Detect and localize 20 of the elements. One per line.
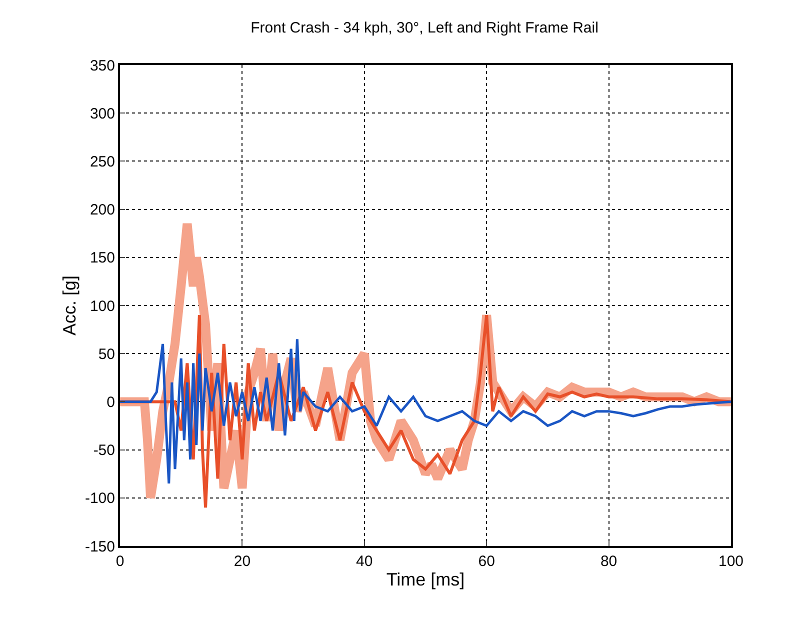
- y-tick-label: -50: [93, 442, 115, 460]
- y-tick-label: 300: [90, 105, 115, 122]
- x-axis-title: Time [ms]: [386, 570, 465, 590]
- x-tick-label: 60: [478, 553, 495, 570]
- y-axis-title: Acc. [g]: [60, 275, 80, 336]
- x-tick-label: 100: [718, 553, 744, 570]
- y-tick-label: 100: [90, 298, 115, 315]
- y-tick-label: -150: [84, 538, 115, 556]
- line-series: [120, 338, 731, 485]
- y-tick-label: 150: [90, 250, 115, 267]
- y-tick-label: 350: [90, 57, 115, 74]
- y-tick-label: 50: [98, 346, 115, 363]
- x-tick-label: 20: [234, 553, 251, 570]
- y-tick-label: 250: [90, 153, 115, 170]
- y-tick-label: -100: [84, 490, 115, 508]
- chart-title: Front Crash - 34 kph, 30°, Left and Right Frame Rail: [250, 20, 598, 37]
- x-tick-label: 80: [600, 553, 618, 570]
- y-tick-label: 0: [106, 394, 115, 411]
- x-tick-label: 40: [356, 553, 373, 570]
- y-tick-label: 200: [90, 202, 115, 219]
